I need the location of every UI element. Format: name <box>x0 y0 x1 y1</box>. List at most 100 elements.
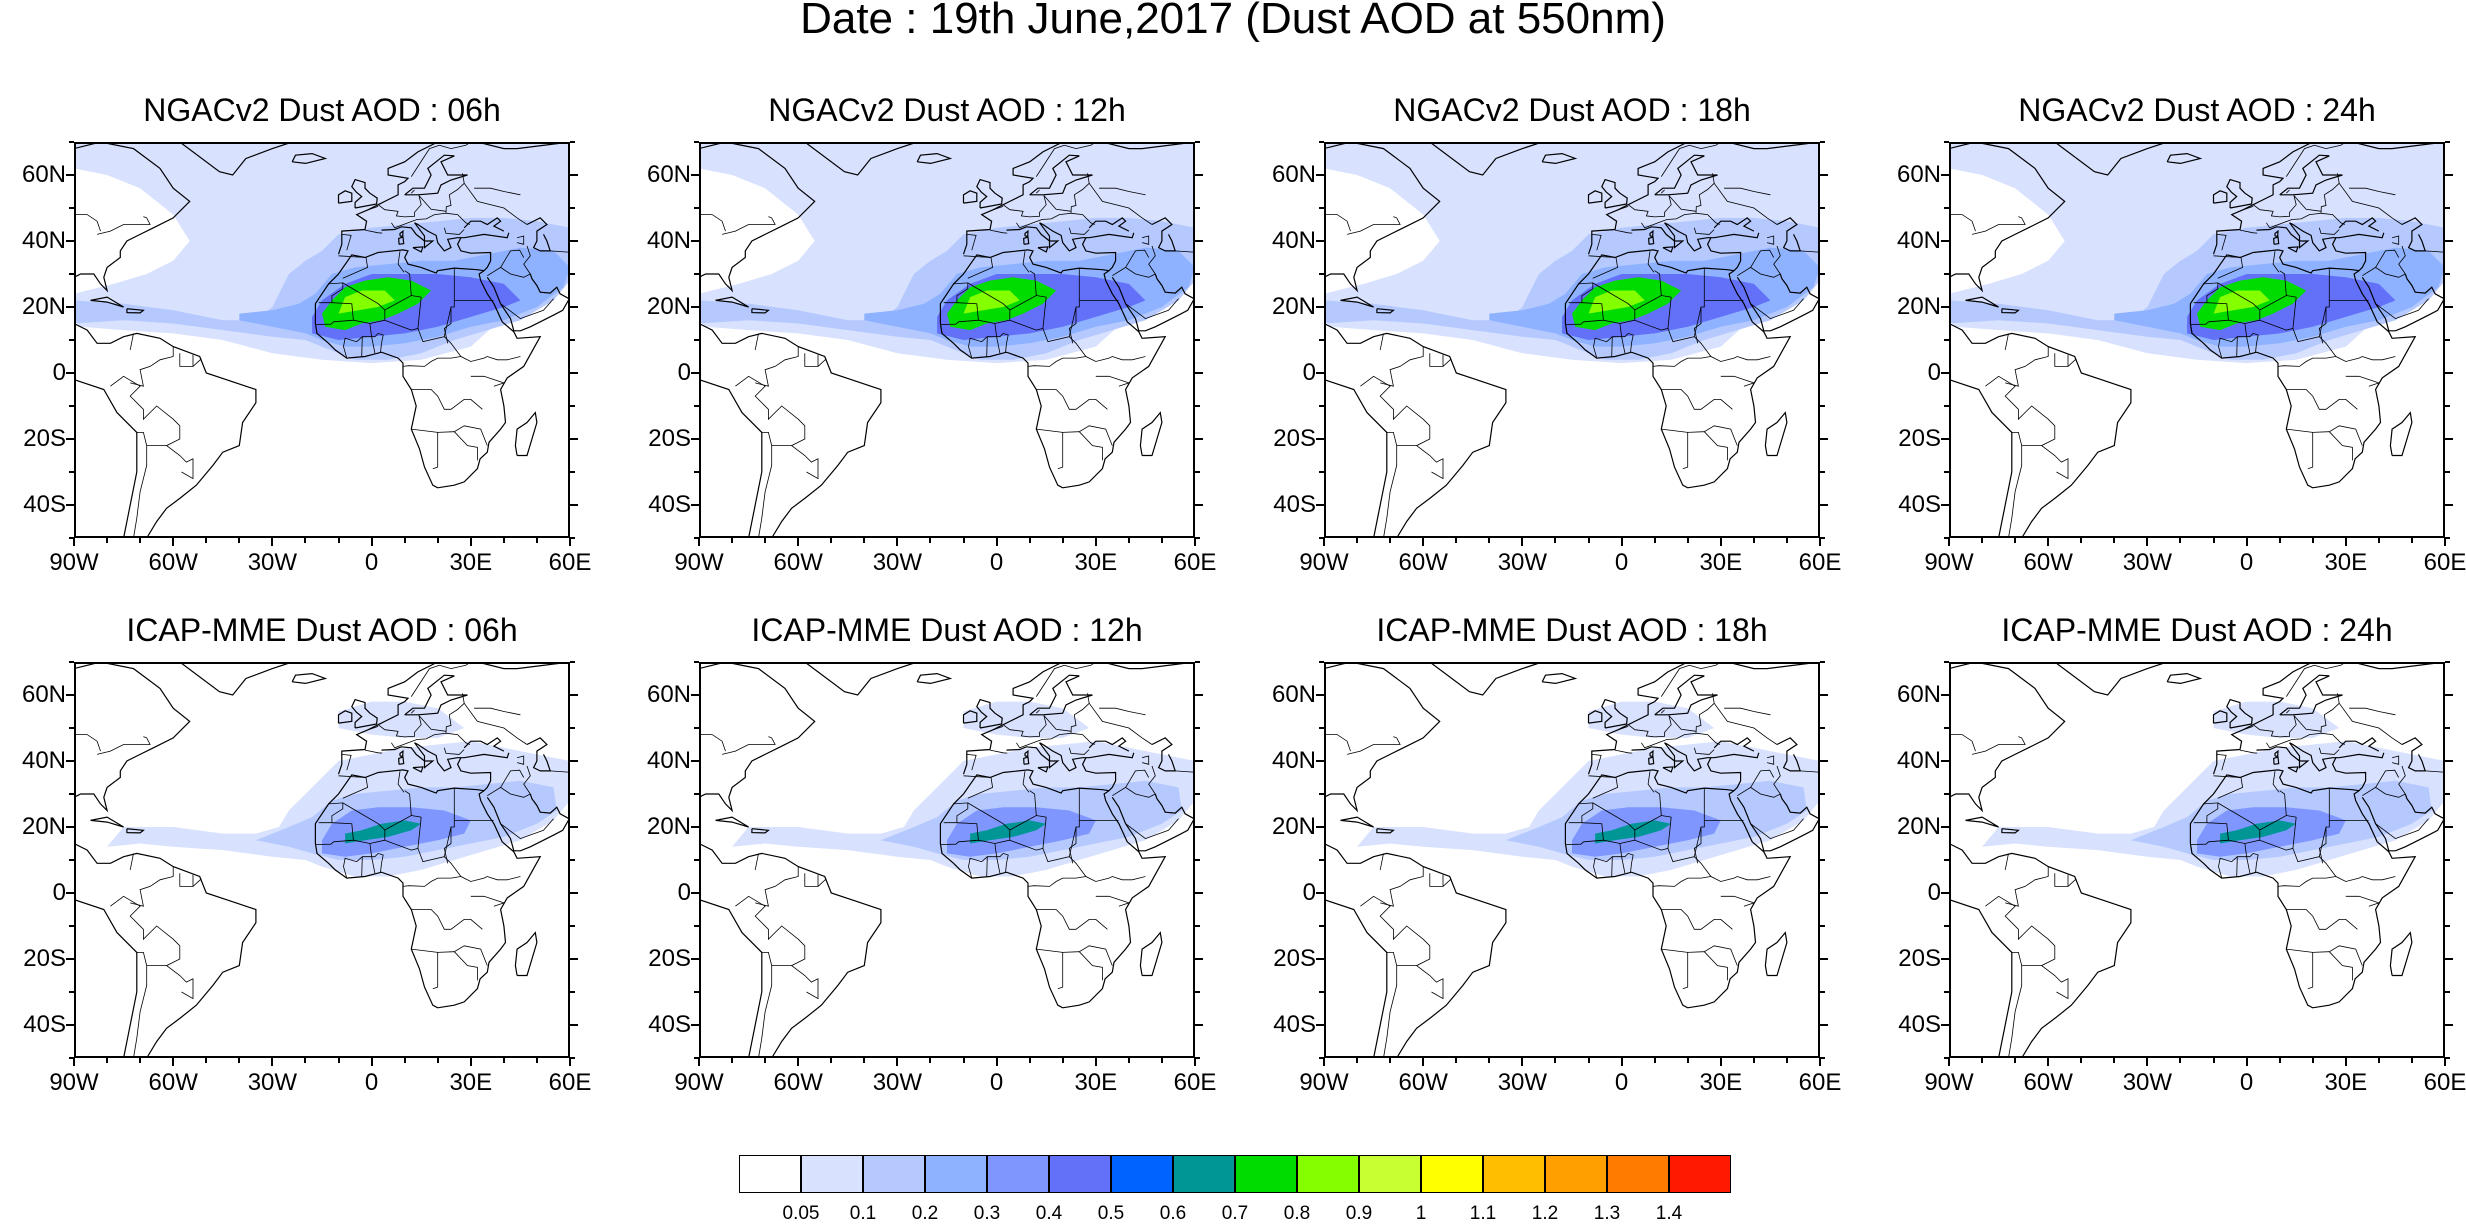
coastline <box>1541 672 1578 685</box>
map-plot-area <box>74 662 570 1058</box>
lat-tick <box>1319 207 1324 209</box>
coastline <box>976 698 1003 729</box>
lat-tick <box>694 471 699 473</box>
lat-tick <box>1316 826 1324 828</box>
lat-tick <box>69 793 74 795</box>
lon-tick <box>403 538 406 543</box>
coastline <box>351 178 378 209</box>
lat-tick <box>1941 760 1949 762</box>
country-border <box>1693 307 1702 344</box>
country-border <box>444 856 521 882</box>
lat-tick <box>1941 174 1949 176</box>
country-border <box>1704 431 1728 461</box>
coastline <box>1151 217 1177 252</box>
country-border <box>2217 282 2297 311</box>
coastline <box>2008 662 2168 696</box>
lat-label: 20S <box>1898 425 1941 452</box>
lon-tick <box>2377 1058 2380 1063</box>
coastline <box>126 828 145 834</box>
lat-tick <box>691 306 699 308</box>
country-border <box>968 852 1009 879</box>
lat-tick <box>1195 141 1200 143</box>
coastline <box>1587 142 1820 255</box>
coastline <box>1139 931 1163 977</box>
coastline <box>456 757 492 792</box>
lon-tick <box>172 538 175 546</box>
coastline <box>1949 142 2066 293</box>
country-border <box>179 873 194 887</box>
coastline <box>1713 737 1755 752</box>
country-border <box>1682 952 1689 990</box>
coastline <box>399 229 404 238</box>
colorbar-label: 1.1 <box>1469 1203 1497 1224</box>
country-border <box>192 878 202 887</box>
country-border <box>1634 297 1672 331</box>
map-panel: ICAP-MME Dust AOD : 18h 60N 40N 20N 0 20S 40S 9… <box>1272 612 1841 1096</box>
lon-tick <box>2014 538 2017 543</box>
lon-label: 0 <box>364 549 379 576</box>
country-border <box>943 282 969 304</box>
country-border <box>1568 282 1594 304</box>
country-border <box>2239 229 2258 234</box>
country-border <box>1661 189 1665 194</box>
lat-tick <box>66 760 74 762</box>
lon-tick <box>1356 1058 1359 1063</box>
coastline <box>2256 222 2385 252</box>
lat-tick <box>1820 174 1828 176</box>
coastline <box>1776 217 1802 252</box>
country-border <box>978 830 1011 844</box>
country-border <box>754 853 759 870</box>
figure-title: Date : 19th June,2017 (Dust AOD at 550nm… <box>800 0 1666 43</box>
lon-tick <box>2377 538 2380 543</box>
lon-label: 30W <box>1497 1069 1548 1096</box>
coastline <box>699 899 763 1058</box>
country-border <box>1022 771 1030 793</box>
coastline <box>1324 142 1441 293</box>
lat-tick <box>570 859 575 861</box>
lat-tick <box>1195 859 1200 861</box>
country-border <box>1036 389 1108 410</box>
coastline <box>962 190 978 204</box>
country-border <box>1618 206 1629 211</box>
country-border <box>989 229 1008 234</box>
country-border <box>2307 952 2314 990</box>
country-border <box>2190 302 2229 325</box>
lon-tick <box>995 538 998 546</box>
coastline <box>1949 322 2132 538</box>
coastline <box>939 249 1167 489</box>
lat-tick <box>66 240 74 242</box>
lat-tick <box>1941 826 1949 828</box>
country-border <box>1069 336 1146 362</box>
lon-tick <box>962 1058 965 1063</box>
coastline <box>962 662 1195 775</box>
lat-tick <box>66 826 74 828</box>
lon-tick <box>764 538 767 543</box>
colorbar-swatch <box>1297 1155 1359 1193</box>
country-border <box>411 945 488 966</box>
country-border <box>1009 817 1047 851</box>
lat-tick <box>694 273 699 275</box>
country-border <box>369 843 376 874</box>
lon-label: 30W <box>247 1069 298 1096</box>
lat-label: 0 <box>1302 359 1316 386</box>
lon-tick <box>1948 538 1950 546</box>
country-border <box>470 895 506 907</box>
lon-label: 60W <box>1398 549 1448 576</box>
colorbar-swatch <box>1173 1155 1235 1193</box>
coastline <box>486 273 570 332</box>
lon-tick <box>1719 538 1722 546</box>
lat-tick <box>2445 925 2450 927</box>
colorbar-swatch <box>1359 1155 1421 1193</box>
lon-label: 30E <box>2324 549 2368 576</box>
lat-tick <box>2445 339 2450 341</box>
lon-tick <box>2410 1058 2413 1063</box>
lat-label: 20N <box>1896 813 1941 840</box>
lon-tick <box>1028 538 1031 543</box>
country-border <box>1142 235 1150 245</box>
lat-label: 40S <box>1898 491 1941 518</box>
country-border <box>1773 765 1781 795</box>
lat-tick <box>69 1057 74 1059</box>
lon-tick <box>139 1058 142 1063</box>
lat-tick <box>2445 661 2450 663</box>
country-border <box>1057 952 1064 990</box>
